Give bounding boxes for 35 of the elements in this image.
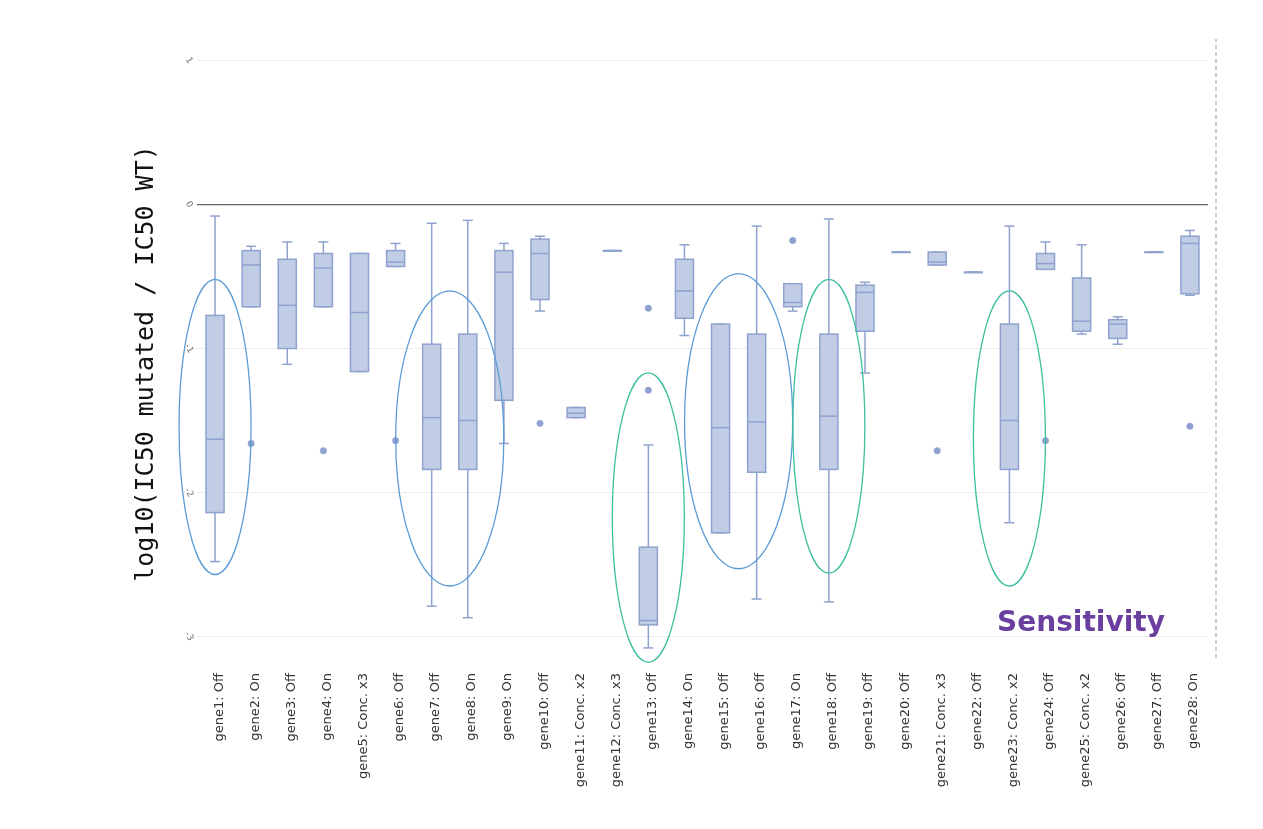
- x-tick-label: gene21: Conc. x3: [932, 673, 948, 788]
- x-tick-label: gene22: Off: [968, 671, 984, 750]
- x-tick-label: gene8: On: [463, 673, 479, 741]
- x-tick-label: gene15: Off: [716, 671, 732, 750]
- x-tick-label: gene26: Off: [1113, 671, 1129, 750]
- x-tick-label: gene25: Conc. x2: [1077, 673, 1093, 788]
- x-tick-label: gene9: On: [499, 673, 515, 741]
- x-tick-label: gene28: On: [1185, 673, 1201, 750]
- x-tick-label: gene2: On: [246, 673, 262, 741]
- annotation: Sensitivity: [997, 605, 1165, 638]
- y-axis-title: log10(IC50 mutated / IC50 WT): [130, 145, 159, 582]
- x-tick-label: gene19: Off: [860, 671, 876, 750]
- x-tick-label: gene10: Off: [535, 671, 551, 750]
- x-tick-label: gene6: Off: [391, 671, 407, 742]
- y-tick-label: -1: [182, 341, 197, 355]
- x-tick-label: gene11: Conc. x2: [571, 673, 587, 788]
- x-tick-label: gene27: Off: [1149, 671, 1165, 750]
- x-tick-label: gene20: Off: [896, 671, 912, 750]
- x-tick-label: gene16: Off: [752, 671, 768, 750]
- y-tick-label: 1: [183, 55, 196, 66]
- x-tick-label: gene17: On: [788, 673, 804, 750]
- x-tick-label: gene12: Conc. x3: [607, 673, 623, 788]
- x-tick-label: gene3: Off: [282, 671, 298, 742]
- y-tick-label: 0: [183, 199, 196, 210]
- x-tick-label: gene23: Conc. x2: [1004, 673, 1020, 788]
- x-tick-label: gene14: On: [679, 673, 695, 750]
- y-tick-label: -3: [182, 629, 197, 643]
- x-tick-label: gene7: Off: [427, 671, 443, 742]
- y-tick-label: -2: [182, 485, 197, 499]
- x-tick-label: gene13: Off: [643, 671, 659, 750]
- x-tick-label: gene5: Conc. x3: [354, 673, 370, 779]
- x-tick-label: gene4: On: [318, 673, 334, 741]
- x-tick-label: gene18: Off: [824, 671, 840, 750]
- x-tick-label: gene1: Off: [210, 671, 226, 742]
- x-tick-label: gene24: Off: [1041, 671, 1057, 750]
